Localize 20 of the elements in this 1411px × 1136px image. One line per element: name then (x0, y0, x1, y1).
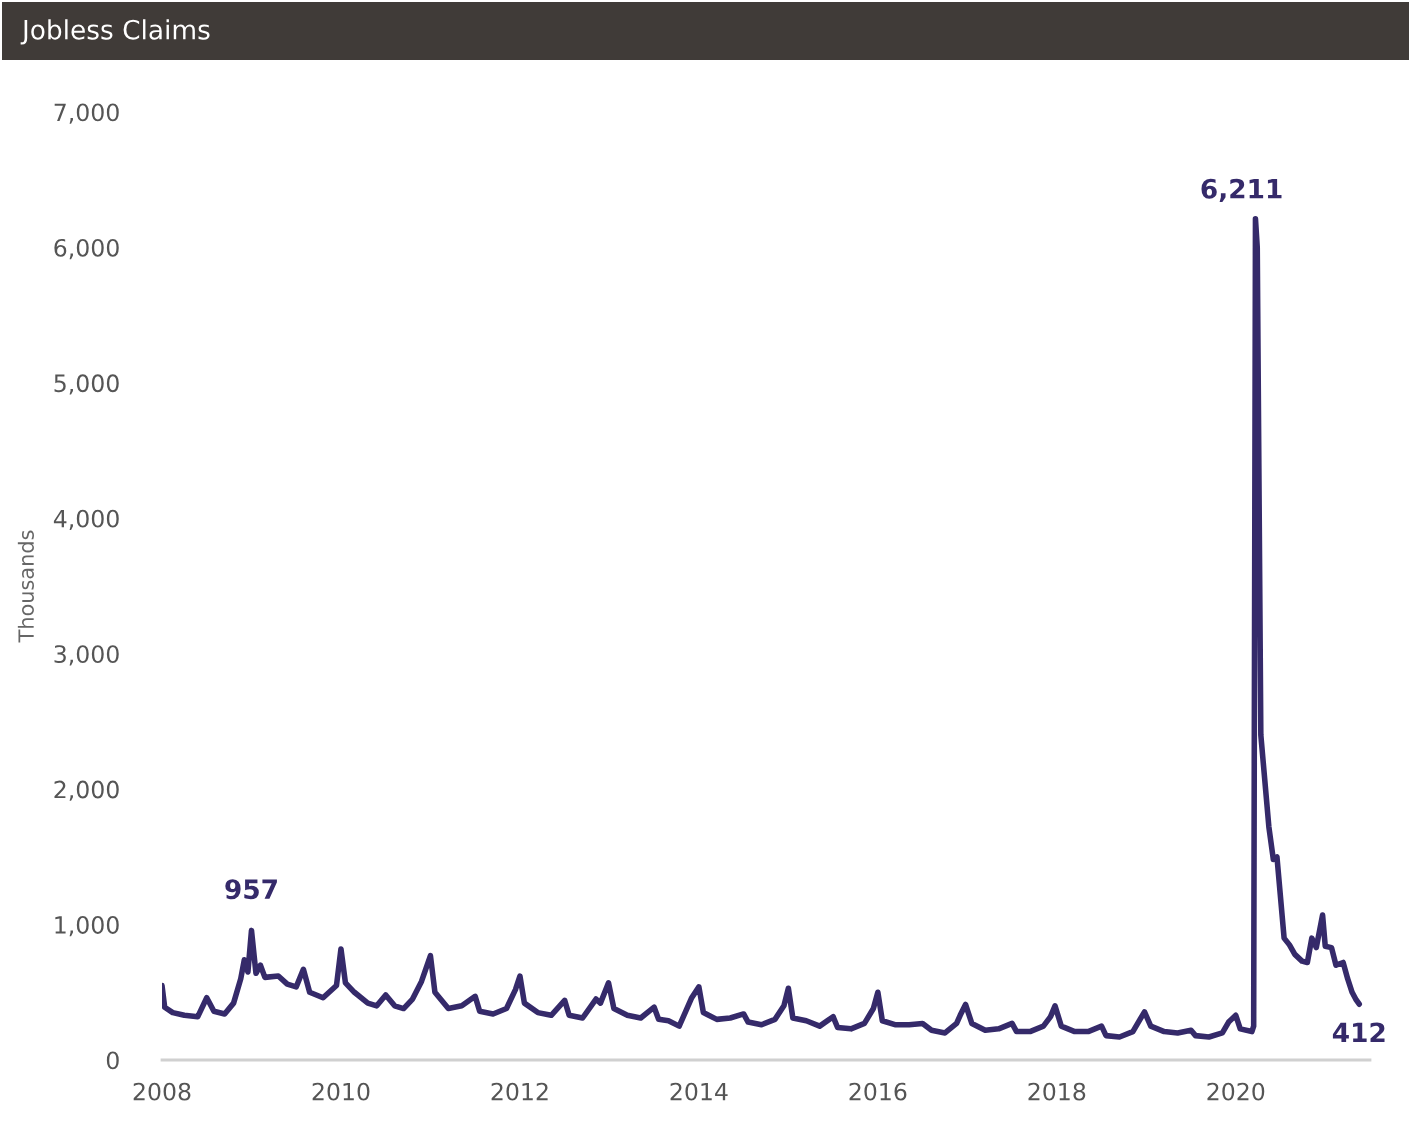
annotation: 412 (1332, 1022, 1385, 1043)
y-tick-label: 6,000 (54, 238, 119, 260)
x-tick-label: 2018 (1028, 1082, 1086, 1101)
annotation: 6,211 (1201, 178, 1282, 203)
x-tick-label: 2010 (312, 1082, 370, 1101)
x-tick-label: 2016 (849, 1082, 907, 1101)
y-tick-label: 4,000 (53, 509, 119, 530)
y-tick-label: 3,000 (54, 645, 119, 666)
x-tick-label: 2012 (491, 1082, 548, 1101)
y-tick-label: 7,000 (54, 103, 119, 124)
x-tick-label: 2020 (1207, 1082, 1265, 1101)
y-tick-label: 0 (106, 1051, 119, 1070)
x-tick-label: 2014 (670, 1082, 728, 1101)
y-tick-label: 5,000 (54, 374, 119, 395)
y-tick-label: 1,000 (55, 916, 119, 937)
y-tick-label: 2,000 (54, 780, 119, 801)
y-axis-title: Thousands (17, 530, 34, 643)
chart-title: Jobless Claims (20, 19, 210, 45)
x-tick-label: 2008 (133, 1082, 191, 1101)
annotation: 957 (225, 879, 277, 900)
